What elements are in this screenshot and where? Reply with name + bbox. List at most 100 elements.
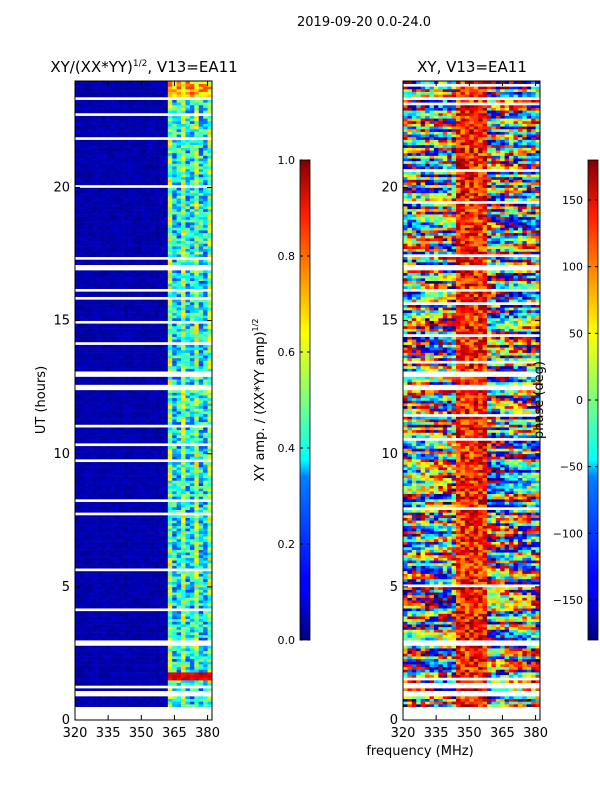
heatmap-cell [88,232,93,236]
heatmap-cell [136,357,142,361]
heatmap-cell [185,613,191,617]
heatmap-cell [101,688,107,692]
heatmap-cell [105,456,111,460]
heatmap-cell [110,365,116,369]
heatmap-cell [167,480,173,484]
heatmap-cell [79,680,85,684]
heatmap-cell [79,664,85,668]
heatmap-cell [105,259,111,263]
heatmap-cell [176,251,182,255]
heatmap-cell [203,658,208,662]
heatmap-cell [207,286,213,289]
heatmap-cell [128,472,133,476]
heatmap-cell [154,507,160,510]
heatmap-cell [114,658,120,662]
heatmap-cell [110,629,116,633]
heatmap-cell [83,541,89,545]
heatmap-cell [136,309,142,313]
heatmap-cell [158,552,164,556]
heatmap-cell [128,517,133,521]
heatmap-cell [105,658,111,662]
heatmap-cell [119,616,124,620]
heatmap-cell [145,272,151,276]
heatmap-cell [145,456,151,460]
heatmap-cell [181,317,186,321]
heatmap-cell [119,467,124,471]
heatmap-cell [167,259,173,263]
heatmap-cell [185,573,191,577]
heatmap-cell [181,538,186,542]
heatmap-cell [163,309,169,313]
heatmap-cell [132,605,138,609]
heatmap-cell [119,307,124,311]
heatmap-cell [119,634,124,638]
heatmap-cell [75,536,80,540]
heatmap-cell [207,403,213,407]
heatmap-cell [181,618,186,622]
heatmap-cell [189,467,195,471]
heatmap-cell [92,243,98,247]
heatmap-cell [123,600,129,604]
heatmap-cell [132,270,138,273]
heatmap-cell [88,315,93,319]
heatmap-cell [172,283,177,287]
heatmap-cell [88,251,93,255]
heatmap-cell [194,504,200,508]
heatmap-cell [128,408,133,412]
heatmap-cell [185,626,191,630]
heatmap-cell [92,565,98,569]
heatmap-cell [158,283,164,287]
heatmap-cell [101,294,107,297]
heatmap-cell [194,349,200,353]
heatmap-cell [167,634,173,638]
heatmap-cell [136,437,142,441]
heatmap-cell [79,514,85,518]
heatmap-cell [114,544,120,548]
heatmap-cell [198,578,204,582]
heatmap-cell [154,301,160,305]
heatmap-cell [75,272,80,276]
heatmap-cell [203,301,208,305]
heatmap-cell [207,469,213,473]
heatmap-cell [189,352,195,356]
heatmap-cell [158,421,164,425]
heatmap-cell [79,632,85,636]
heatmap-cell [167,677,173,681]
heatmap-cell [207,275,213,279]
heatmap-cell [163,421,169,425]
heatmap-cell [132,219,138,223]
heatmap-cell [172,419,177,423]
heatmap-cell [167,491,173,494]
heatmap-cell [136,222,142,226]
heatmap-cell [172,648,177,652]
heatmap-cell [167,328,173,332]
heatmap-cell [181,360,186,364]
heatmap-cell [92,530,98,534]
heatmap-cell [145,224,151,228]
heatmap-cell [114,336,120,340]
heatmap-cell [185,621,191,625]
heatmap-cell [92,597,98,601]
heatmap-cell [110,626,116,630]
heatmap-cell [167,704,173,707]
heatmap-cell [172,453,177,457]
heatmap-cell [110,597,116,601]
heatmap-cell [154,536,160,540]
heatmap-cell [110,381,116,385]
heatmap-cell [101,445,107,449]
heatmap-cell [114,472,120,476]
heatmap-cell [110,437,116,441]
heatmap-cell [207,560,213,564]
heatmap-cell [92,235,98,239]
heatmap-cell [185,485,191,489]
heatmap-cell [181,509,186,513]
heatmap-cell [123,656,129,660]
heatmap-cell [145,307,151,311]
heatmap-cell [207,347,213,351]
heatmap-cell [97,283,102,287]
heatmap-cell [119,504,124,508]
heatmap-cell [163,461,169,465]
heatmap-cell [88,618,93,622]
heatmap-cell [132,272,138,276]
heatmap-cell [194,560,200,564]
